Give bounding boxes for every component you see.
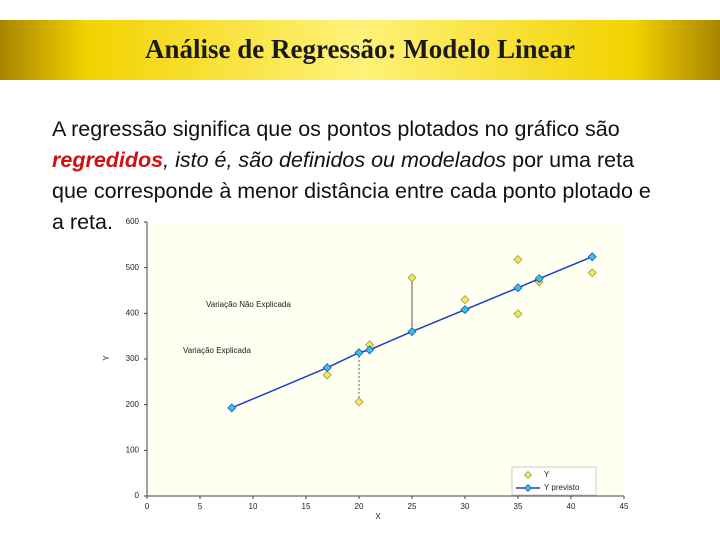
predicted-point [322, 363, 332, 373]
title-bar [0, 20, 720, 80]
x-tick-label: 25 [408, 502, 417, 511]
data-point [513, 309, 523, 319]
y-tick-label: 300 [126, 354, 140, 363]
text-run: por uma reta que corresponde à menor dis… [52, 148, 651, 234]
predicted-point [513, 283, 523, 293]
predicted-point [460, 305, 470, 315]
x-tick-label: 35 [514, 502, 523, 511]
legend-label: Y [544, 470, 550, 479]
text-run: regredidos [52, 148, 164, 172]
legend [511, 466, 597, 496]
x-tick-label: 15 [302, 502, 311, 511]
x-tick-label: 20 [355, 502, 364, 511]
x-tick-label: 10 [249, 502, 258, 511]
data-point [322, 370, 332, 380]
data-point [513, 254, 523, 264]
y-axis-label: Y [102, 355, 111, 361]
data-point [460, 295, 470, 305]
y-tick-label: 0 [135, 491, 140, 500]
text-run: , [163, 148, 176, 172]
y-tick-label: 100 [126, 445, 140, 454]
legend-label: Y previsto [544, 483, 580, 492]
legend-symbol [524, 471, 532, 479]
y-tick-label: 400 [126, 308, 140, 317]
predicted-point [227, 403, 237, 413]
x-tick-label: 0 [145, 502, 150, 511]
legend-symbol [524, 484, 532, 492]
data-point [587, 268, 597, 278]
x-axis-label: X [375, 512, 381, 521]
text-run: A regressão significa que os pontos plot… [52, 117, 620, 141]
y-tick-label: 200 [126, 400, 140, 409]
plot-area [147, 222, 624, 496]
x-tick-label: 30 [461, 502, 470, 511]
predicted-point [365, 345, 375, 355]
slide-title: Análise de Regressão: Modelo Linear [145, 34, 575, 64]
y-tick-label: 500 [126, 263, 140, 272]
predicted-point [534, 274, 544, 284]
predicted-point [354, 348, 364, 358]
y-tick-label: 600 [126, 217, 140, 226]
body-text: A regressão significa que os pontos plot… [52, 114, 652, 238]
predicted-point [407, 327, 417, 337]
data-point [407, 273, 417, 283]
x-tick-label: 40 [567, 502, 576, 511]
data-point [354, 397, 364, 407]
annotation: Variação Explicada [183, 346, 251, 355]
x-tick-label: 5 [198, 502, 203, 511]
x-tick-label: 45 [620, 502, 629, 511]
text-run: isto é, são definidos ou modelados [175, 148, 507, 172]
predicted-point [587, 252, 597, 262]
annotation: Variação Não Explicada [206, 300, 291, 309]
